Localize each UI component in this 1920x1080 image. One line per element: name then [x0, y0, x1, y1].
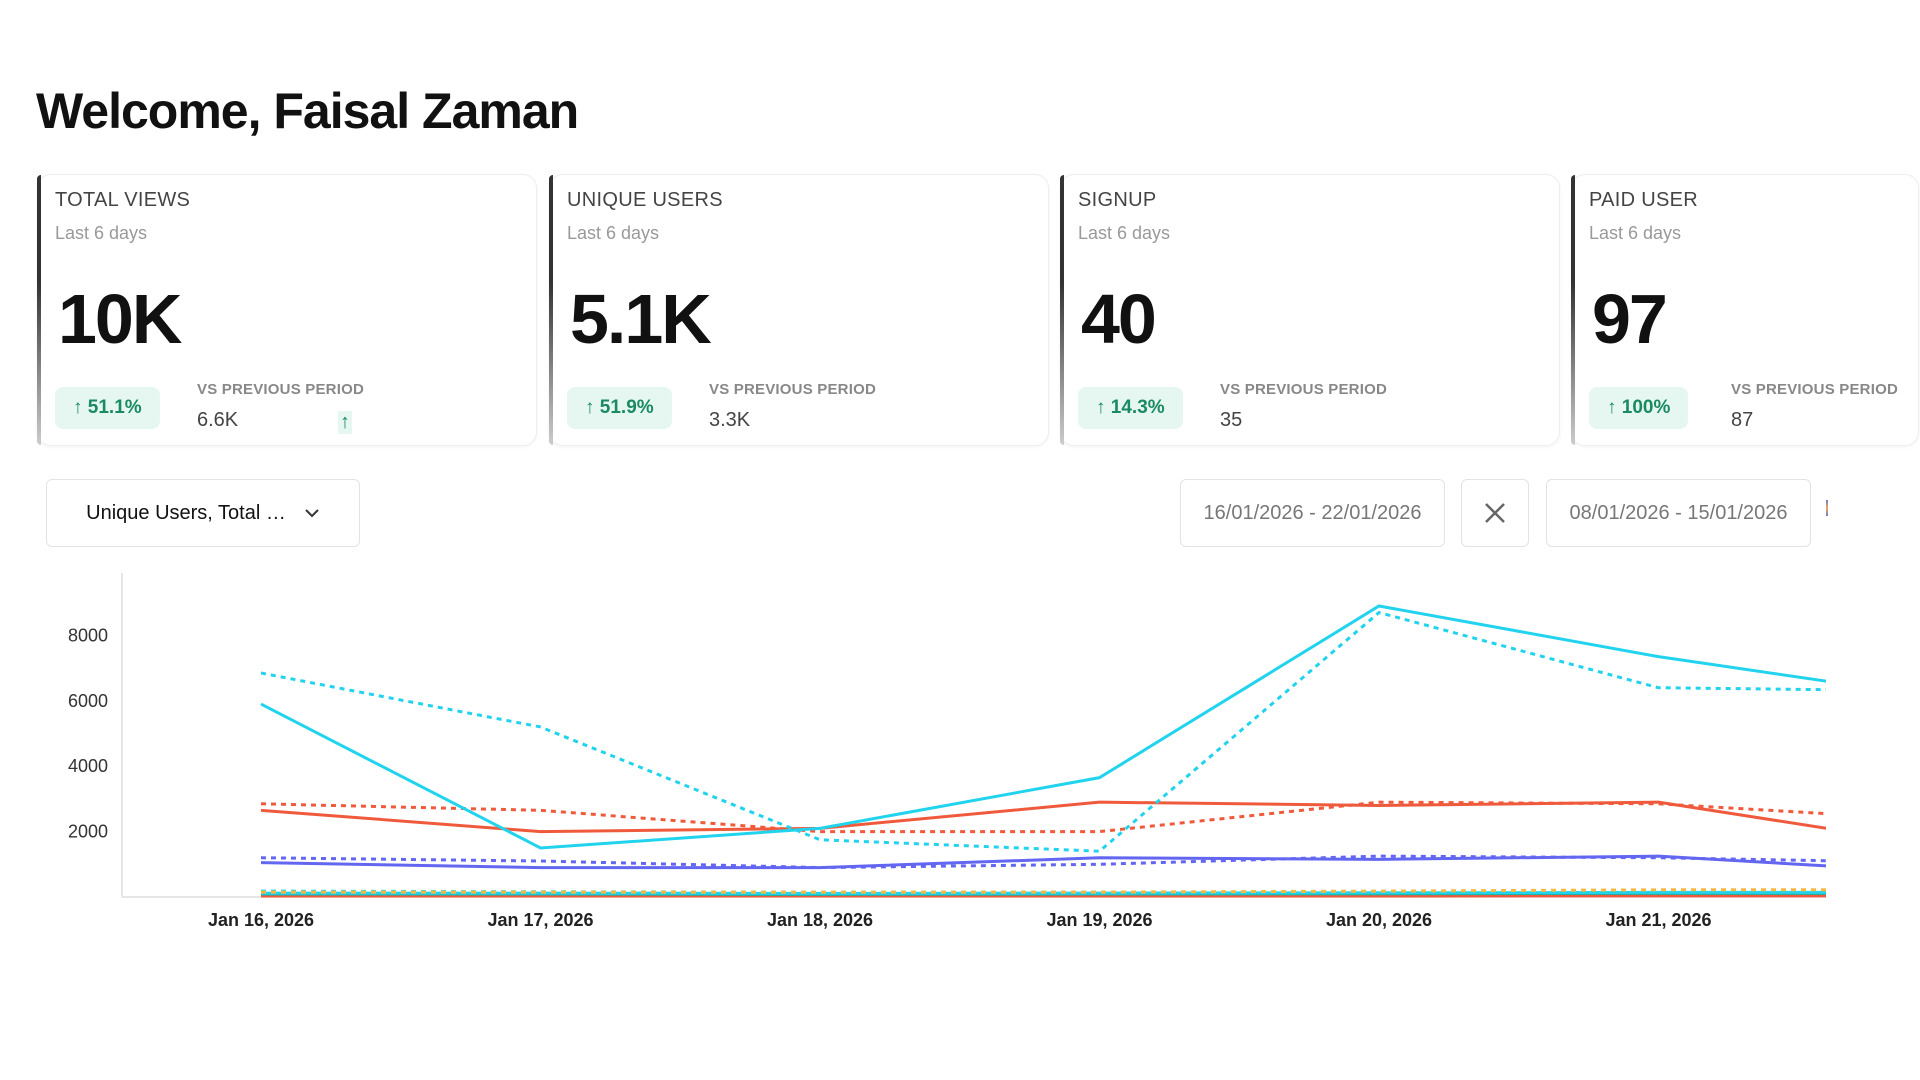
arrow-up-icon: ↑	[338, 411, 352, 434]
previous-value: 35	[1220, 409, 1243, 431]
change-badge: ↑ 51.9%	[567, 387, 672, 429]
stat-period: Last 6 days	[567, 223, 660, 243]
previous-value: 87	[1731, 409, 1754, 431]
y-tick-label: 4000	[68, 756, 108, 776]
change-badge: ↑ 100%	[1589, 387, 1689, 429]
x-tick-label: Jan 18, 2026	[767, 910, 873, 930]
compare-date-range[interactable]: 08/01/2026 - 15/01/2026	[1546, 479, 1811, 547]
overflow-indicator	[1826, 500, 1828, 516]
compare-date-range-text: 08/01/2026 - 15/01/2026	[1569, 501, 1788, 524]
metric-select[interactable]: Unique Users, Total …	[46, 479, 360, 547]
change-value: 51.9%	[599, 397, 654, 418]
stat-value: 40	[1081, 280, 1157, 358]
previous-value: 3.3K	[709, 409, 751, 431]
y-tick-label: 2000	[68, 822, 108, 842]
arrow-up-icon: ↑	[1607, 397, 1622, 418]
stat-label: UNIQUE USERS	[567, 189, 723, 211]
change-value: 14.3%	[1110, 397, 1165, 418]
stat-label: TOTAL VIEWS	[55, 189, 191, 211]
stat-label: SIGNUP	[1078, 189, 1157, 211]
vs-label: VS PREVIOUS PERIOD	[709, 381, 876, 398]
x-tick-label: Jan 17, 2026	[487, 910, 593, 930]
stat-value: 10K	[58, 280, 182, 358]
y-tick-label: 8000	[68, 625, 108, 645]
stat-card: UNIQUE USERS Last 6 days 5.1K ↑ 51.9% VS…	[549, 174, 1049, 446]
change-value: 51.1%	[87, 397, 142, 418]
series-line	[260, 800, 1826, 834]
x-tick-label: Jan 19, 2026	[1046, 910, 1152, 930]
metric-select-value: Unique Users, Total …	[86, 501, 286, 524]
stat-label: PAID USER	[1589, 189, 1699, 211]
x-tick-label: Jan 21, 2026	[1605, 910, 1711, 930]
series-line	[260, 800, 1826, 834]
arrow-up-icon: ↑	[1096, 397, 1111, 418]
arrow-up-icon: ↑	[585, 397, 600, 418]
current-date-range-text: 16/01/2026 - 22/01/2026	[1203, 501, 1422, 524]
stat-period: Last 6 days	[1589, 223, 1682, 243]
y-tick-label: 6000	[68, 691, 108, 711]
stat-card: TOTAL VIEWS Last 6 days 10K ↑ 51.1% VS P…	[37, 174, 537, 446]
stat-card: SIGNUP Last 6 days 40 ↑ 14.3% VS PREVIOU…	[1060, 174, 1560, 446]
vs-label: VS PREVIOUS PERIOD	[1220, 381, 1387, 398]
series-line	[260, 604, 1826, 850]
line-chart: 2000 4000 6000 8000 Jan 16, 2026 Jan 17, 2026…	[68, 573, 1826, 930]
arrow-up-icon: ↑	[73, 397, 88, 418]
previous-value: 6.6K	[197, 409, 239, 431]
series-line	[260, 854, 1826, 870]
x-tick-label: Jan 16, 2026	[208, 910, 314, 930]
vs-label: VS PREVIOUS PERIOD	[197, 381, 364, 398]
page-title: Welcome, Faisal Zaman	[36, 83, 579, 139]
change-value: 100%	[1621, 397, 1671, 418]
current-date-range[interactable]: 16/01/2026 - 22/01/2026	[1180, 479, 1445, 547]
series-line	[261, 890, 1826, 895]
change-badge: ↑ 14.3%	[1078, 387, 1183, 429]
vs-label: VS PREVIOUS PERIOD	[1731, 381, 1898, 398]
stat-period: Last 6 days	[1078, 223, 1171, 243]
stat-value: 5.1K	[570, 280, 712, 358]
stat-card: PAID USER Last 6 days 97 ↑ 100% VS PREVI…	[1571, 174, 1919, 446]
stat-value: 97	[1592, 280, 1668, 358]
clear-compare-button[interactable]	[1461, 479, 1529, 547]
close-icon	[1485, 503, 1505, 523]
change-badge: ↑ 51.1%	[55, 387, 160, 429]
series-line	[260, 610, 1826, 853]
x-tick-label: Jan 20, 2026	[1326, 910, 1432, 930]
chevron-down-icon	[305, 509, 319, 518]
stat-period: Last 6 days	[55, 223, 148, 243]
